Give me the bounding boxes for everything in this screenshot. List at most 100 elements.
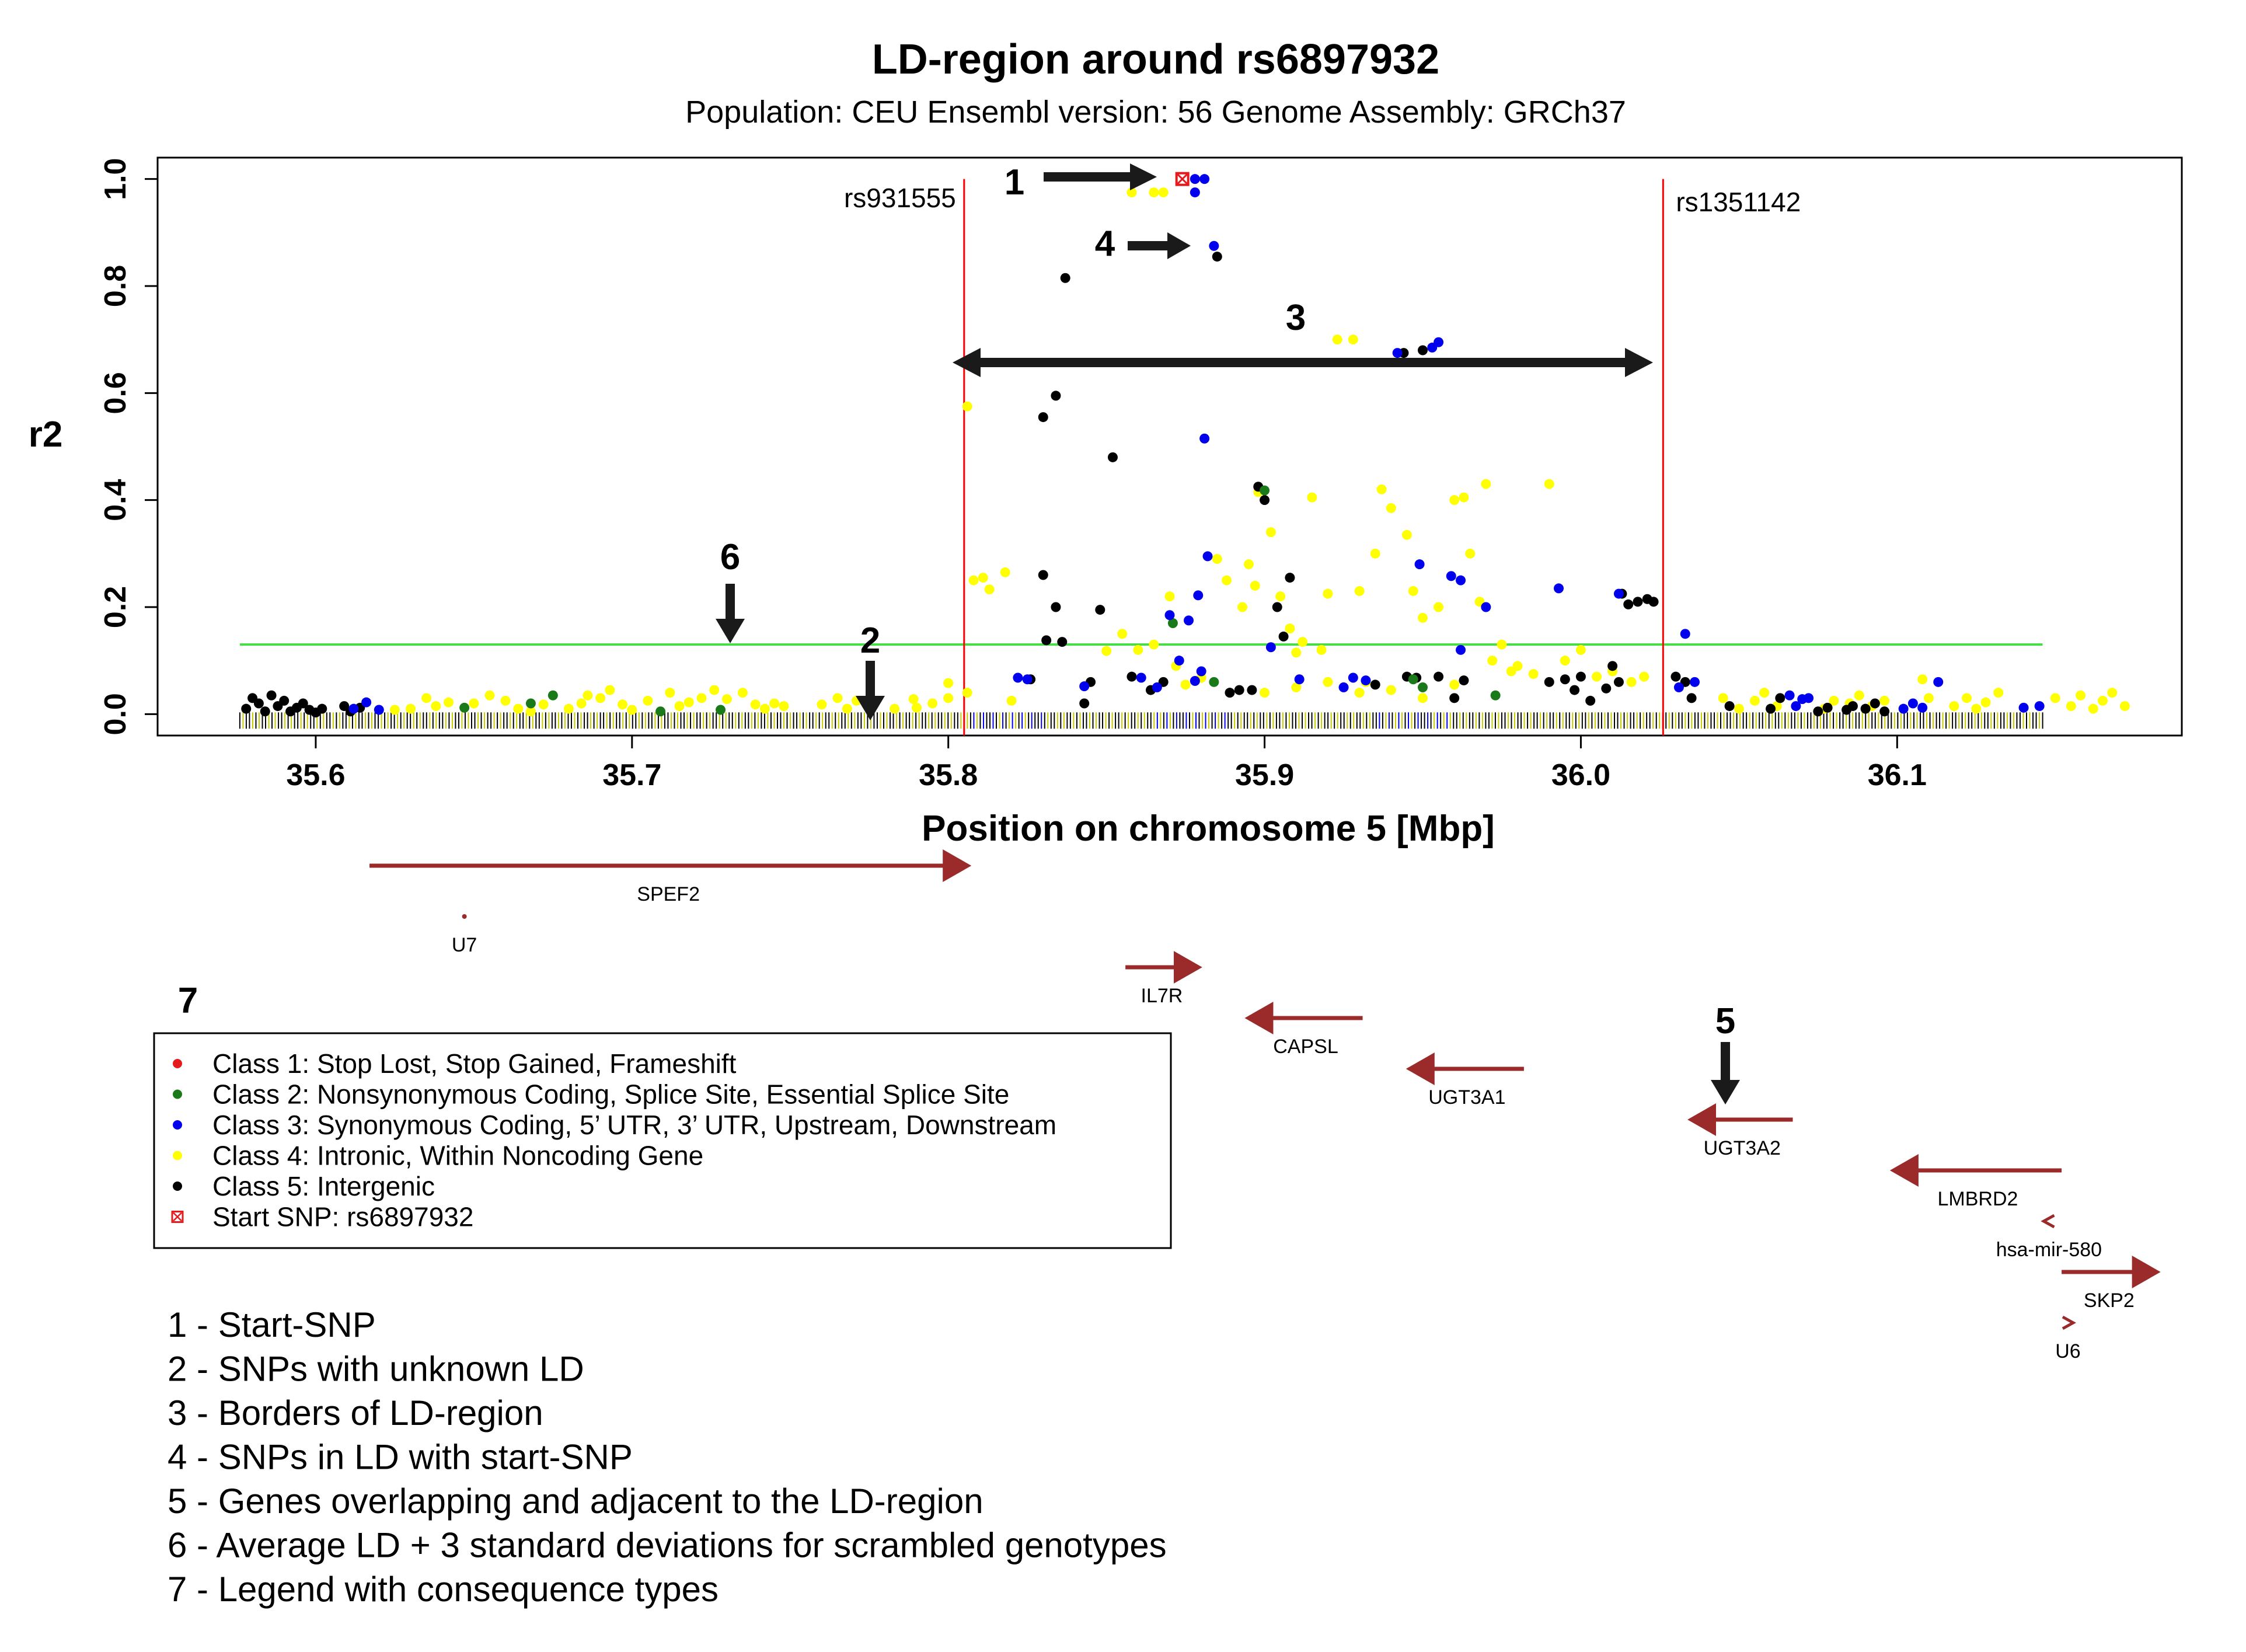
snp-point <box>1481 602 1491 612</box>
snp-point <box>1418 682 1428 692</box>
y-tick-label: 0.2 <box>99 586 132 628</box>
snp-point <box>674 701 685 712</box>
snp-point <box>1734 703 1744 714</box>
snp-point <box>1487 656 1498 666</box>
x-tick-label: 35.7 <box>602 758 661 792</box>
snp-point <box>513 703 524 714</box>
snp-point <box>1623 599 1634 609</box>
snp-point <box>484 690 495 700</box>
gene-label: SPEF2 <box>637 883 700 905</box>
ld-borders-arrow-right-head <box>1625 348 1653 377</box>
chart-title: LD-region around rs6897932 <box>872 36 1439 83</box>
legend-item-label: Class 4: Intronic, Within Noncoding Gene <box>212 1141 703 1171</box>
snp-point <box>1465 548 1476 559</box>
snp-point <box>1408 674 1418 685</box>
ld-guides <box>239 179 2043 736</box>
snp-point <box>1386 685 1396 695</box>
snp-point <box>1434 337 1444 347</box>
legend-dot <box>173 1182 182 1191</box>
snp-point <box>655 706 666 717</box>
gene-marker <box>462 914 467 919</box>
snp-point <box>1686 693 1697 703</box>
snp-point <box>984 584 995 595</box>
snp-point <box>583 690 593 700</box>
unknown-ld-arrow-head <box>856 696 885 720</box>
legend-box <box>153 1032 1172 1249</box>
note-line: 7 - Legend with consequence types <box>168 1570 719 1609</box>
legend: Class 1: Stop Lost, Stop Gained, Framesh… <box>171 1048 1056 1232</box>
snp-point <box>1822 702 1833 713</box>
snp-point <box>1107 452 1118 462</box>
snp-point <box>2098 695 2108 706</box>
snp-point <box>683 697 694 707</box>
snp-point <box>1544 479 1554 489</box>
ld-border-label-right: rs1351142 <box>1676 187 1801 217</box>
snp-point <box>374 705 384 715</box>
snp-point <box>1260 485 1270 496</box>
annotation-2: 2 <box>860 621 880 661</box>
x-tick-label: 35.6 <box>286 758 345 792</box>
snp-point <box>962 401 972 412</box>
snp-point <box>1690 677 1700 687</box>
snp-point <box>595 693 606 703</box>
snp-point <box>978 573 988 583</box>
snp-point <box>241 703 252 714</box>
snp-point <box>1199 174 1210 184</box>
snp-point <box>1386 503 1396 513</box>
x-tick-label: 35.9 <box>1235 758 1294 792</box>
snp-point <box>525 698 536 709</box>
snp-point <box>1829 695 1839 706</box>
snp-point <box>1648 597 1659 607</box>
snp-point <box>1260 688 1270 698</box>
snp-point <box>444 697 454 707</box>
start-snp-arrow <box>1044 172 1137 182</box>
snp-point <box>1497 639 1507 650</box>
snp-point <box>406 703 416 714</box>
legend-start-snp-cross <box>173 1212 182 1222</box>
legend-dot <box>173 1089 182 1099</box>
snp-point <box>1449 679 1460 690</box>
y-tick-label: 0.4 <box>99 479 132 521</box>
snp-point <box>1222 575 1232 585</box>
snp-point <box>1456 575 1466 585</box>
snp-point <box>1272 602 1282 612</box>
note-line: 4 - SNPs in LD with start-SNP <box>168 1438 633 1477</box>
snp-point <box>1209 677 1219 687</box>
snp-point <box>696 693 707 703</box>
snp-point <box>1193 590 1204 601</box>
threshold-arrow-head <box>716 619 745 643</box>
snp-point <box>842 703 852 714</box>
snp-point <box>563 703 574 714</box>
snp-point <box>665 688 675 698</box>
plot-frame <box>156 156 2183 737</box>
snp-point <box>1354 688 1365 698</box>
snp-point <box>1237 602 1248 612</box>
snp-point <box>1962 693 1972 703</box>
snp-point <box>1933 677 1944 687</box>
snp-point <box>943 693 954 703</box>
snp-point <box>469 698 479 709</box>
chart-subtitle: Population: CEU Ensembl version: 56 Geno… <box>685 95 1626 130</box>
snp-point <box>2119 701 2130 712</box>
snp-point <box>1260 495 1270 506</box>
gene-label: LMBRD2 <box>1938 1188 2018 1210</box>
snp-point <box>769 698 780 709</box>
snp-point <box>643 695 653 706</box>
snp-point <box>1554 583 1564 594</box>
snp-point <box>2076 690 2086 700</box>
snp-point <box>1585 695 1596 706</box>
snp-point <box>759 703 770 714</box>
snp-point <box>1184 615 1194 626</box>
snp-point <box>361 697 372 707</box>
start-snp-cross <box>1177 173 1188 184</box>
genes-arrow-head <box>1711 1080 1740 1104</box>
snp-point <box>1670 671 1681 682</box>
snp-point <box>1006 695 1017 706</box>
snp-point <box>1418 612 1428 623</box>
snp-point <box>1376 484 1387 494</box>
snp-point <box>1626 677 1637 687</box>
snp-point <box>1993 688 2004 698</box>
snp-point <box>1212 554 1222 564</box>
snp-point <box>2018 702 2029 713</box>
